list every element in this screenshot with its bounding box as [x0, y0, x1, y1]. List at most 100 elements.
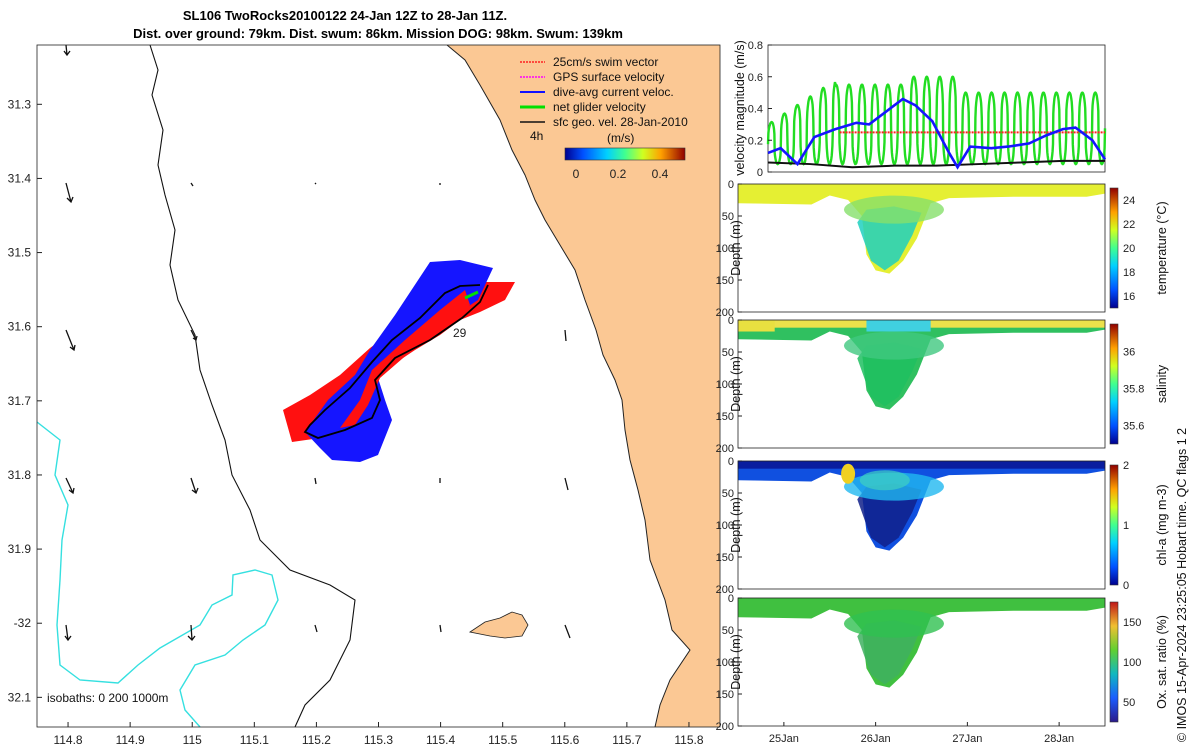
section-ytick-label: 200: [716, 584, 734, 596]
section-colorbar-tick: 20: [1123, 243, 1135, 255]
map-xtick-label: 115: [183, 733, 202, 747]
map-ytick-label: 31.5: [8, 246, 32, 260]
section-colorbar-tick: 35.8: [1123, 384, 1144, 396]
section-colorbar-label: temperature (°C): [1155, 201, 1169, 294]
net-velocity-marker: [464, 290, 479, 300]
legend-dive-avg-current: dive-avg current veloc.: [553, 85, 674, 99]
section-ytick-label: 200: [716, 443, 734, 455]
section-colorbar-tick: 2: [1123, 460, 1129, 472]
section-colorbar: [1109, 464, 1119, 586]
island: [468, 611, 529, 639]
section-ytick-label: 150: [716, 689, 734, 701]
section-ylabel: Depth (m): [729, 220, 743, 276]
map-ytick-label: 31.7: [8, 394, 32, 408]
map-xtick-label: 114.8: [53, 733, 82, 747]
section-colorbar-tick: 35.6: [1123, 421, 1144, 433]
map-xtick-label: 114.9: [116, 733, 145, 747]
section-salty-patch: [738, 320, 775, 332]
legend-gps-velocity: GPS surface velocity: [553, 70, 664, 84]
colorbar-tick-1: 0.2: [610, 167, 627, 181]
velocity-axis-ticks: 0 0.2 0.4 0.6 0.8: [748, 40, 772, 179]
section-ytick-label: 50: [722, 625, 734, 637]
map-xtick-label: 115.5: [488, 733, 517, 747]
section-chl-max: [841, 463, 856, 484]
velocity-ytick-label: 0.6: [748, 72, 763, 84]
coastline: [446, 45, 691, 727]
map-xtick-label: 115.7: [612, 733, 641, 747]
section-colorbar-tick: 16: [1123, 291, 1135, 303]
section-ytick-label: 100: [716, 243, 734, 255]
section-colorbar-label: Ox. sat. ratio (%): [1155, 615, 1169, 709]
section-ytick-label: 50: [722, 488, 734, 500]
section-ytick-label: 50: [722, 347, 734, 359]
section-ytick-label: 100: [716, 520, 734, 532]
geo-velocity-arrows: [63, 45, 571, 642]
day-label: 29: [453, 326, 467, 340]
salinity-section: [737, 319, 1106, 449]
map-xtick-label: 115.6: [550, 733, 579, 747]
section-ytick-label: 100: [716, 379, 734, 391]
velocity-series-current: [767, 97, 1107, 170]
isobath-200m: [149, 45, 356, 727]
section-ytick-label: 200: [716, 307, 734, 319]
oxygen-section: [737, 597, 1106, 727]
section-colorbar-tick: 22: [1123, 219, 1135, 231]
section-ytick-label: 100: [716, 657, 734, 669]
section-ytick-label: 150: [716, 411, 734, 423]
velocity-ytick-label: 0.4: [748, 104, 763, 116]
map-legend: 25cm/s swim vector GPS surface velocity …: [520, 55, 688, 181]
section-data-fill: [738, 184, 1105, 274]
map-xtick-label: 115.4: [426, 733, 455, 747]
temperature-section: [737, 183, 1106, 313]
section-colorbar-tick: 150: [1123, 617, 1141, 629]
map-xtick-label: 115.3: [364, 733, 393, 747]
map-title-line2: Dist. over ground: 79km. Dist. swum: 86k…: [133, 26, 623, 41]
section-data-fill: [738, 320, 1105, 410]
copyright-text: © IMOS 15-Apr-2024 23:25:05 Hobart time.…: [1175, 428, 1189, 742]
section-data-fill: [738, 598, 1105, 688]
isobath-legend: isobaths: 0 200 1000m: [47, 691, 168, 705]
map-ytick-label: 31.9: [8, 542, 32, 556]
map-ytick-label: 31.8: [8, 468, 32, 482]
section-ylabel: Depth (m): [729, 634, 743, 690]
velocity-ytick-label: 0.8: [748, 40, 763, 52]
colorbar-tick-2: 0.4: [652, 167, 669, 181]
section-xtick-label: 26Jan: [861, 733, 891, 745]
glider-track: [303, 284, 489, 439]
legend-swim-vector: 25cm/s swim vector: [553, 55, 658, 69]
section-surface-layer: [738, 461, 1105, 469]
velocity-series-geo: [767, 159, 1105, 169]
colorbar-unit-label: (m/s): [607, 131, 634, 145]
legend-net-glider-velocity: net glider velocity: [553, 100, 646, 114]
section-colorbar: [1109, 323, 1119, 445]
legend-sfc-geo-velocity: sfc geo. vel. 28-Jan-2010: [553, 115, 688, 129]
section-ytick-label: 0: [728, 456, 734, 468]
section-colorbar-tick: 18: [1123, 267, 1135, 279]
chla-section: [737, 460, 1106, 590]
section-ylabel: Depth (m): [729, 497, 743, 553]
land-mass: [447, 45, 720, 727]
velocity-panel: 0 0.2 0.4 0.6 0.8 velocity magnitude (m/s): [733, 40, 1107, 179]
velocity-ytick-label: 0.2: [748, 135, 763, 147]
section-ytick-label: 150: [716, 552, 734, 564]
section-ytick-label: 0: [728, 315, 734, 327]
map-xtick-label: 115.2: [302, 733, 331, 747]
section-colorbar-tick: 0: [1123, 580, 1129, 592]
section-xtick-label: 28Jan: [1044, 733, 1074, 745]
map-xtick-label: 115.1: [240, 733, 269, 747]
section-xtick-label: 27Jan: [952, 733, 982, 745]
isobath-1000m: [37, 421, 279, 727]
section-xtick-label: 25Jan: [769, 733, 799, 745]
section-colorbar-label: chl-a (mg m-3): [1155, 484, 1169, 565]
map-ytick-label: -32: [14, 616, 32, 630]
map-plot-area: 29 25cm/s swim vector GPS surface veloci…: [37, 45, 720, 727]
section-colorbar-tick: 24: [1123, 195, 1135, 207]
section-ytick-label: 200: [716, 721, 734, 733]
section-mid-water: [843, 331, 944, 360]
map-ytick-label: 31.6: [8, 320, 32, 334]
velocity-ytick-label: 0: [757, 167, 763, 179]
speed-colorbar: [564, 147, 686, 161]
map-xtick-label: 115.8: [674, 733, 703, 747]
